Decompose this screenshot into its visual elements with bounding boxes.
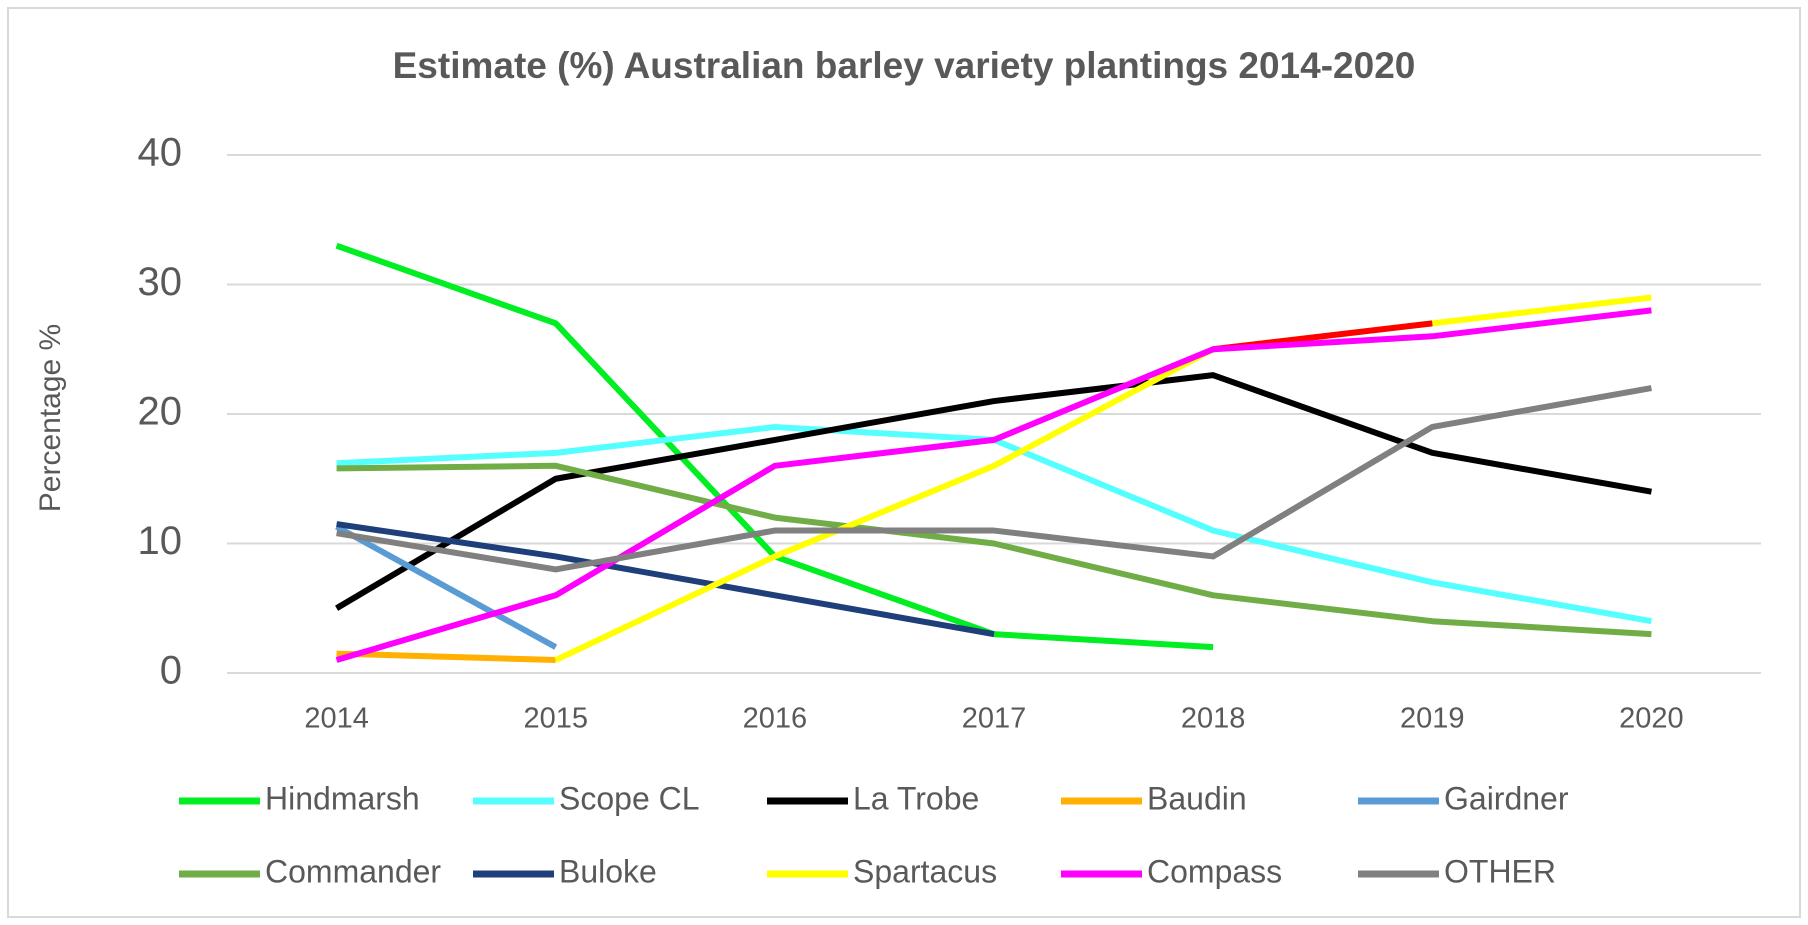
legend-label: La Trobe bbox=[853, 780, 979, 816]
legend-label: Scope CL bbox=[559, 780, 700, 816]
chart-title: Estimate (%) Australian barley variety p… bbox=[393, 45, 1416, 86]
legend-label: Hindmarsh bbox=[265, 780, 420, 816]
series-line bbox=[335, 524, 558, 650]
series-line bbox=[336, 650, 556, 664]
legend-label: OTHER bbox=[1444, 853, 1556, 889]
legend-label: Buloke bbox=[559, 853, 657, 889]
series-line bbox=[336, 385, 1652, 573]
y-tick-label: 30 bbox=[138, 260, 183, 304]
x-tick-label: 2015 bbox=[523, 703, 588, 735]
y-tick-label: 0 bbox=[160, 649, 182, 693]
x-tick-label: 2020 bbox=[1619, 703, 1684, 735]
x-tick-label: 2017 bbox=[962, 703, 1027, 735]
y-tick-label: 40 bbox=[138, 131, 183, 175]
series-line bbox=[335, 372, 1652, 611]
x-tick-label: 2016 bbox=[743, 703, 808, 735]
legend-label: Baudin bbox=[1147, 780, 1247, 816]
series-line bbox=[335, 307, 1652, 663]
series-line bbox=[554, 294, 1652, 663]
y-tick-label: 10 bbox=[138, 519, 183, 563]
series-line bbox=[336, 521, 995, 638]
series-line bbox=[336, 462, 1652, 638]
x-tick-label: 2019 bbox=[1400, 703, 1465, 735]
legend-label: Spartacus bbox=[853, 853, 997, 889]
legend-label: Compass bbox=[1147, 853, 1282, 889]
legend-label: Commander bbox=[265, 853, 441, 889]
legend-label: Gairdner bbox=[1444, 780, 1569, 816]
y-tick-label: 20 bbox=[138, 390, 183, 434]
y-axis-label: Percentage % bbox=[34, 324, 67, 512]
x-tick-label: 2018 bbox=[1181, 703, 1246, 735]
x-tick-label: 2014 bbox=[304, 703, 369, 735]
